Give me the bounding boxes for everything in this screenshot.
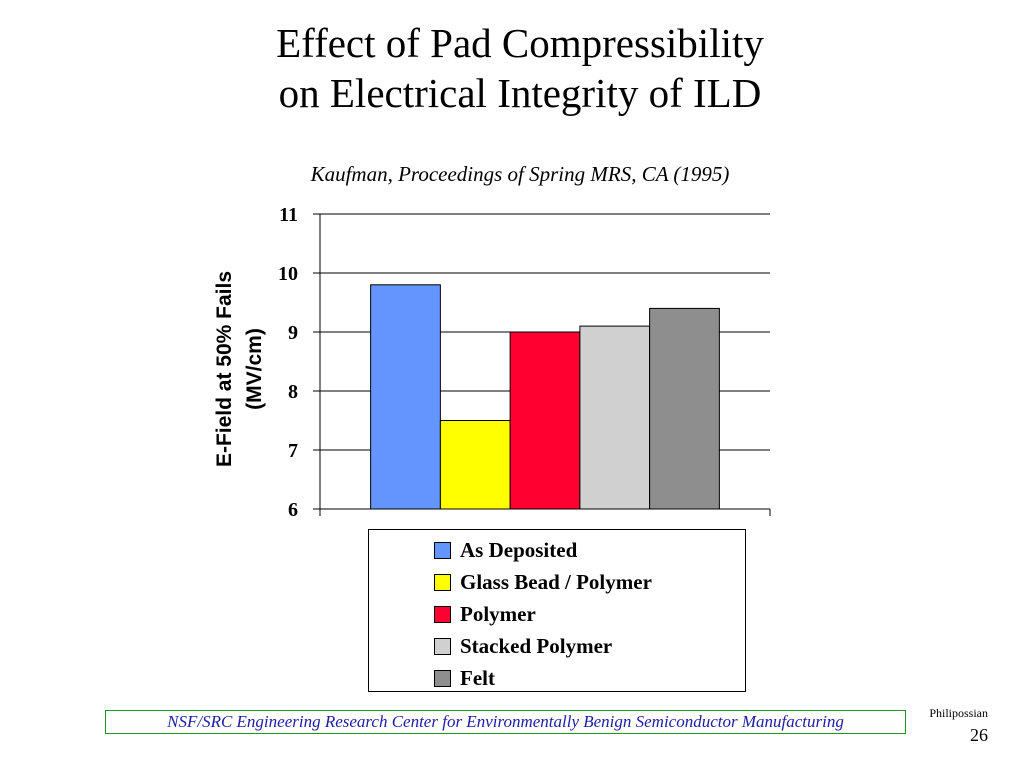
chart-legend: As Deposited Glass Bead / Polymer Polymer S… bbox=[368, 529, 746, 692]
legend-item: As Deposited bbox=[434, 534, 577, 566]
legend-swatch bbox=[434, 573, 451, 591]
page-number: 26 bbox=[970, 725, 988, 745]
y-tick-label: 11 bbox=[279, 204, 298, 226]
legend-item: Stacked Polymer bbox=[434, 630, 612, 662]
legend-label: Glass Bead / Polymer bbox=[460, 569, 652, 594]
legend-swatch bbox=[434, 605, 451, 623]
y-tick-label: 7 bbox=[288, 440, 298, 462]
bar-felt bbox=[649, 307, 720, 510]
legend-swatch bbox=[434, 541, 451, 559]
y-tick-label: 9 bbox=[288, 322, 298, 344]
bar-as-deposited bbox=[370, 284, 441, 510]
legend-item: Glass Bead / Polymer bbox=[434, 566, 652, 598]
title-line-2: on Electrical Integrity of ILD bbox=[278, 70, 762, 116]
title-line-1: Effect of Pad Compressibility bbox=[276, 20, 764, 66]
y-tick-label: 8 bbox=[288, 381, 298, 403]
bar-glass-bead-polymer bbox=[439, 420, 511, 510]
legend-label: Felt bbox=[460, 665, 495, 690]
legend-swatch bbox=[434, 637, 451, 655]
slide-title: Effect of Pad Compressibility on Electri… bbox=[0, 18, 1024, 118]
legend-label: As Deposited bbox=[460, 537, 578, 562]
citation-subtitle: Kaufman, Proceedings of Spring MRS, CA (… bbox=[310, 162, 730, 186]
y-axis-label-line-2: (MV/cm) bbox=[243, 328, 266, 410]
author-name: Philipossian bbox=[929, 706, 988, 720]
y-axis-label-line-1: E-Field at 50% Fails bbox=[213, 270, 236, 468]
y-tick-label: 6 bbox=[288, 499, 298, 521]
y-axis-label: E-Field at 50% Fails (MV/cm) bbox=[210, 271, 270, 467]
legend-label: Stacked Polymer bbox=[460, 633, 613, 658]
bar-stacked-polymer bbox=[579, 325, 651, 510]
legend-item: Polymer bbox=[434, 598, 536, 630]
legend-label: Polymer bbox=[460, 601, 536, 626]
legend-swatch bbox=[434, 669, 451, 687]
y-tick-label: 10 bbox=[278, 263, 298, 285]
legend-item: Felt bbox=[434, 662, 495, 694]
footer-banner: NSF/SRC Engineering Research Center for … bbox=[105, 710, 906, 734]
bar-polymer bbox=[509, 331, 581, 510]
